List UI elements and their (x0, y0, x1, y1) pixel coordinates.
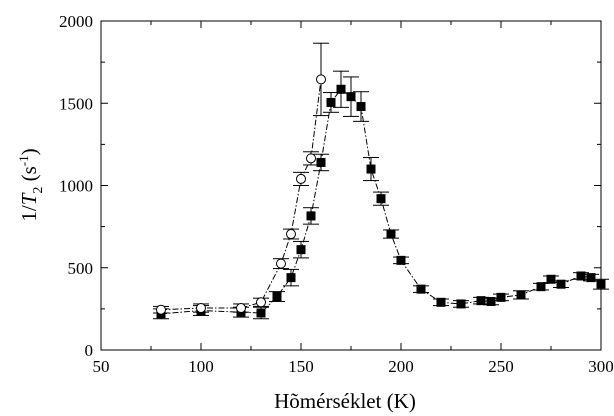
data-point-square (476, 296, 486, 306)
data-point-square (556, 279, 566, 289)
series-layer (153, 42, 609, 320)
data-point-square (306, 211, 316, 221)
series-1 (153, 70, 609, 320)
data-point-square (376, 194, 386, 204)
data-point-square (286, 273, 296, 283)
data-point-square (576, 271, 586, 281)
data-point-square (296, 245, 306, 255)
data-point-square (346, 92, 356, 102)
x-axis-title: Hõmérséklet (K) (274, 389, 416, 413)
data-point-square (256, 308, 266, 318)
x-tick-label: 200 (388, 357, 414, 376)
x-tick-label: 100 (188, 357, 214, 376)
x-tick-label: 150 (288, 357, 314, 376)
data-point-circle (196, 303, 206, 314)
y-tick-label: 2000 (59, 12, 93, 31)
x-tick-label: 50 (93, 357, 110, 376)
data-point-square (486, 296, 496, 306)
series-2 (153, 42, 329, 315)
plot-frame (100, 20, 602, 351)
y-tick-label: 1500 (59, 94, 93, 113)
data-point-circle (286, 229, 296, 240)
y-tick-label: 1000 (59, 177, 93, 196)
data-point-square (586, 273, 596, 283)
y-axis-title-units-open: (s (17, 166, 41, 186)
data-point-circle (256, 297, 266, 308)
data-point-square (326, 97, 336, 107)
y-axis-title: 1/T2 (s-1) (16, 148, 46, 221)
data-point-circle (236, 303, 246, 314)
data-point-circle (156, 304, 166, 315)
y-axis-title-prefix: 1/ (17, 205, 41, 222)
data-point-square (336, 84, 346, 94)
y-axis-title-symbol: T (17, 192, 41, 205)
y-axis-title-units-close: ) (17, 148, 41, 155)
data-point-square (356, 102, 366, 112)
data-point-circle (276, 258, 286, 269)
series-line (160, 79, 322, 311)
y-tick-label: 0 (85, 341, 94, 360)
data-point-square (416, 284, 426, 294)
data-point-square (386, 229, 396, 239)
x-tick-label: 250 (488, 357, 514, 376)
y-axis-title-subscript: 2 (31, 187, 46, 194)
y-tick-label: 500 (68, 259, 94, 278)
data-point-square (536, 282, 546, 292)
y-axis-title-superscript: -1 (16, 155, 31, 166)
data-point-square (496, 292, 506, 302)
data-point-square (396, 255, 406, 265)
tick-layer: 50 100 150 200 250 300 0 500 1000 1500 2000 (59, 12, 614, 376)
data-point-square (436, 297, 446, 307)
data-point-square (272, 292, 282, 302)
data-point-circle (316, 74, 326, 85)
data-point-square (546, 274, 556, 284)
data-point-circle (306, 153, 316, 164)
data-point-square (316, 157, 326, 167)
data-point-square (516, 290, 526, 300)
x-tick-label: 300 (588, 357, 614, 376)
data-point-circle (296, 173, 306, 184)
data-point-square (366, 164, 376, 174)
data-point-square (456, 299, 466, 309)
